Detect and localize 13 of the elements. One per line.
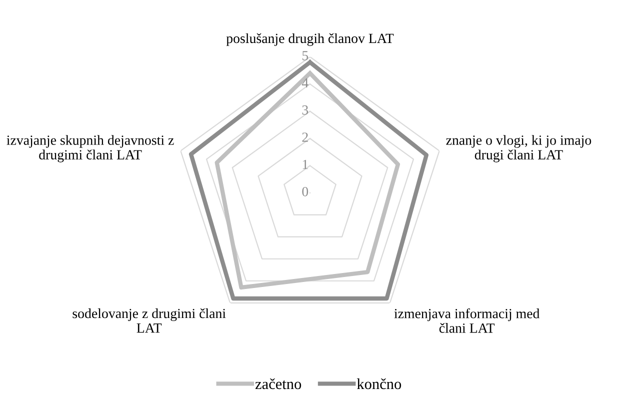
spoke-label: znanje o vlogi, ki jo imajo drugi člani LAT — [446, 135, 592, 162]
legend-label: končno — [356, 378, 402, 390]
spoke-label: izmenjava informacij med člani LAT — [394, 308, 540, 333]
spoke-label: poslušanje drugih članov LAT — [226, 33, 394, 46]
y-tick-label: 0 — [302, 186, 308, 196]
legend-label: začetno — [255, 378, 302, 390]
y-tick-label: 5 — [302, 51, 308, 60]
y-tick-label: 4 — [302, 78, 308, 88]
y-tick-label: 2 — [302, 132, 308, 142]
spoke-label: izvajanje skupnih dejavnosti z drugimi člani LAT — [6, 135, 174, 162]
y-tick-label: 3 — [302, 105, 308, 115]
spoke-label: sodelovanje z drugimi člani LAT — [72, 308, 226, 333]
y-tick-label: 1 — [302, 160, 308, 169]
